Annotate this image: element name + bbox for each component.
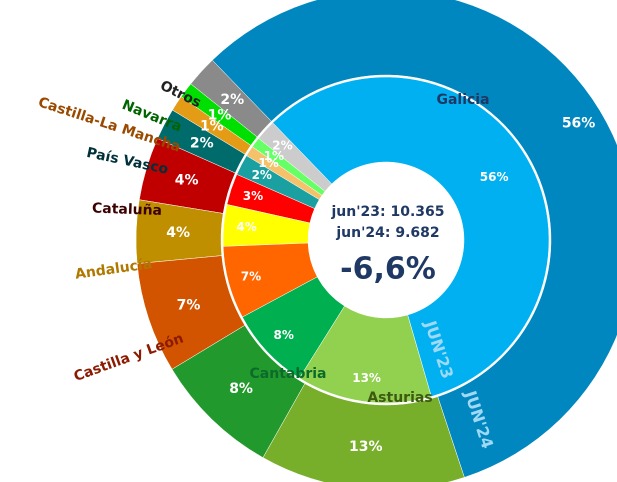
data-label: 8%	[274, 328, 294, 342]
category-label: Cataluña	[92, 201, 163, 219]
donut-segment	[226, 174, 315, 224]
data-label: 13%	[352, 371, 381, 385]
data-label: 7%	[241, 269, 261, 283]
data-label: 1%	[258, 156, 278, 170]
donut-segment	[246, 146, 323, 200]
data-label: 2%	[252, 168, 272, 182]
donut-segment	[299, 305, 432, 404]
data-label: 2%	[190, 136, 214, 152]
center-label: jun'24: 9.682	[335, 225, 439, 241]
data-label: 1%	[200, 118, 224, 134]
change-label: -6,6%	[340, 252, 436, 287]
data-label: 1%	[208, 107, 232, 123]
donut-segment	[222, 242, 318, 318]
data-label: 7%	[177, 297, 201, 313]
donut-segment	[171, 324, 306, 458]
donut-segment	[272, 76, 550, 397]
category-label: Cantabria	[250, 366, 327, 382]
data-label: 4%	[166, 225, 190, 241]
data-label: 2%	[220, 92, 244, 108]
category-label: Galicia	[436, 92, 489, 108]
donut-segment	[222, 204, 311, 247]
donut-segment	[251, 138, 326, 196]
donut-segment	[236, 155, 320, 209]
data-label: 56%	[562, 116, 596, 132]
data-label: 3%	[243, 189, 263, 203]
data-label: 8%	[229, 381, 253, 397]
donut-segment	[157, 109, 246, 174]
data-label: 4%	[175, 173, 199, 189]
donut-segment	[211, 0, 617, 478]
data-label: 2%	[272, 138, 292, 152]
donut-segment	[138, 138, 236, 214]
donut-segment	[262, 383, 465, 482]
donut-segment	[136, 255, 246, 370]
data-label: 1%	[264, 149, 284, 163]
center-label: jun'23: 10.365	[331, 204, 445, 220]
donut-segment	[172, 96, 252, 155]
data-label: 56%	[480, 170, 509, 184]
donut-segment	[135, 199, 224, 264]
donut-segment	[180, 83, 258, 146]
data-label: 4%	[236, 220, 256, 234]
data-label: 13%	[349, 439, 383, 455]
category-label: Asturias	[367, 390, 432, 406]
donut-segment	[242, 276, 345, 379]
